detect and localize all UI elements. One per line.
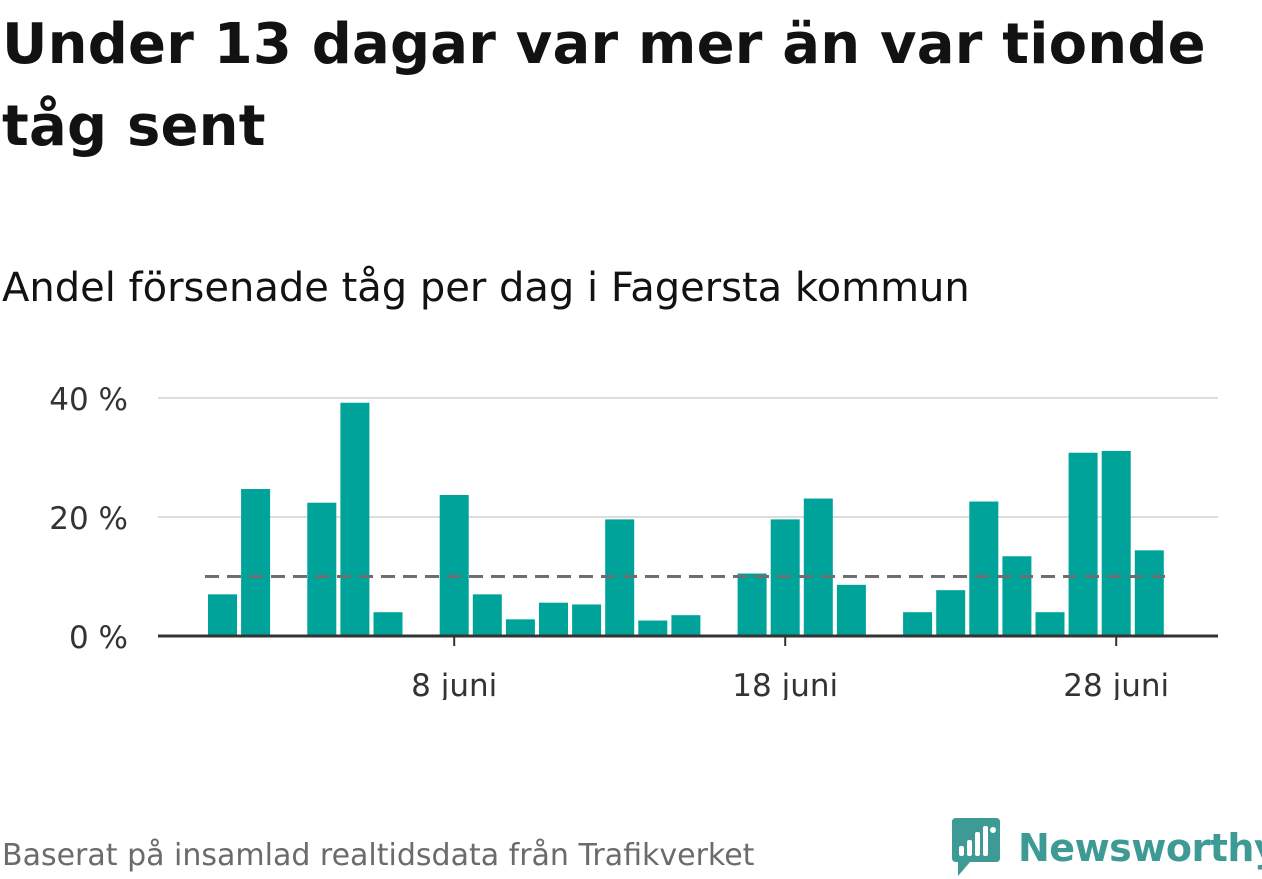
bar — [373, 612, 403, 636]
bar — [737, 573, 767, 636]
bar — [1134, 550, 1164, 636]
bar — [539, 602, 568, 636]
source-note: Baserat på insamlad realtidsdata från Tr… — [2, 838, 755, 873]
bar — [241, 489, 271, 636]
y-tick-label: 0 % — [69, 620, 128, 656]
bar — [572, 604, 602, 636]
x-tick-label: 18 juni — [732, 668, 838, 700]
bar-chart: 0 % 20 % 40 % 8 juni 18 juni 28 juni — [49, 382, 1218, 700]
x-tick-label: 8 juni — [411, 668, 497, 700]
x-tick-label: 28 juni — [1063, 668, 1169, 700]
bar — [439, 494, 469, 636]
bar — [671, 615, 701, 636]
y-tick-label: 20 % — [49, 501, 128, 537]
bar — [208, 594, 237, 636]
bar — [1101, 450, 1131, 636]
chart-subtitle: Andel försenade tåg per dag i Fagersta k… — [2, 265, 970, 311]
bar — [836, 584, 866, 636]
bar — [1035, 612, 1065, 636]
bar — [936, 590, 966, 636]
bar — [1068, 452, 1098, 636]
bar — [505, 619, 535, 636]
bar — [903, 612, 933, 636]
newsworthy-logo-icon — [952, 818, 1000, 876]
brand-name: Newsworthy — [1018, 826, 1262, 870]
brand-logo: Newsworthy — [950, 818, 1262, 878]
bar — [307, 502, 337, 636]
chart-title: Under 13 dagar var mer än var tionde tåg… — [2, 12, 1206, 159]
bar — [969, 501, 999, 636]
bar — [803, 498, 833, 636]
bar — [472, 594, 502, 636]
y-tick-label: 40 % — [49, 382, 128, 418]
bar — [638, 620, 668, 636]
bar — [340, 402, 370, 636]
bar — [1002, 556, 1032, 636]
